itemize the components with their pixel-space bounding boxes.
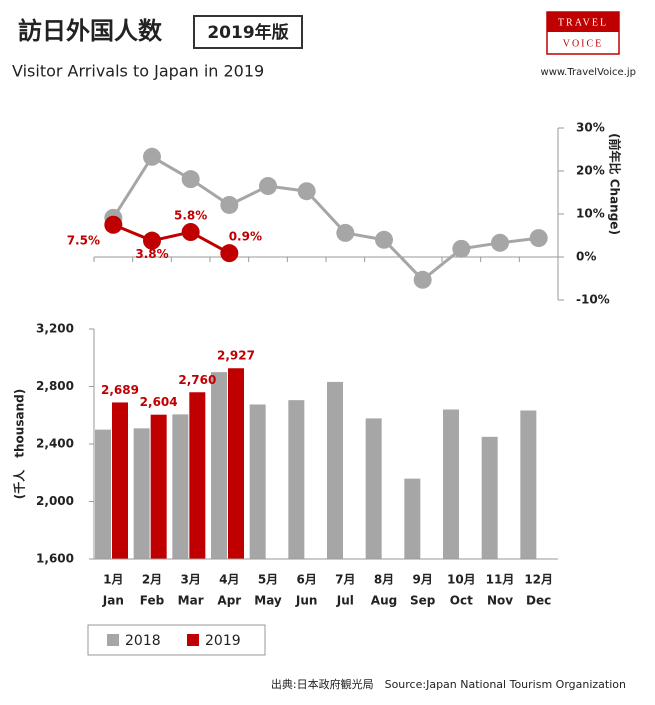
line: [112, 223, 231, 255]
bar: [112, 402, 128, 559]
point: [181, 170, 200, 189]
badge: 2019年版: [207, 22, 288, 43]
data-label: 0.9%: [229, 230, 262, 244]
point: [220, 195, 239, 214]
x-tick-label: Jan: [102, 594, 124, 608]
legend-label: 2019: [205, 633, 241, 649]
x-tick-label: 1月: [103, 573, 123, 587]
bar: [481, 436, 498, 559]
title: 訪日外国人数: [18, 17, 163, 45]
point: [297, 182, 316, 201]
y-tick-label: 10%: [576, 207, 605, 221]
logo-top: TRAVEL: [558, 17, 608, 28]
point: [452, 239, 471, 258]
y-tick-label: 2,400: [36, 437, 74, 451]
x-tick-label: 4月: [219, 573, 239, 587]
bar: [228, 368, 244, 559]
y-axis-label: (千人 thousand): [12, 389, 27, 499]
x-tick-label: Jul: [336, 594, 354, 608]
x-tick-label: 9月: [412, 573, 432, 587]
x-tick-label: 7月: [335, 573, 355, 587]
x-tick-label: Feb: [140, 594, 165, 608]
x-tick-label: 10月: [447, 573, 476, 587]
data-label: 2,927: [217, 349, 255, 363]
bar: [211, 372, 227, 559]
y-tick-label: 30%: [576, 121, 605, 135]
x-tick-label: Aug: [371, 594, 397, 608]
source: 出典:日本政府観光局 Source:Japan National Tourism…: [271, 677, 626, 691]
bar: [133, 428, 150, 559]
bar: [189, 392, 206, 559]
x-tick-label: Oct: [450, 594, 473, 608]
subtitle: Visitor Arrivals to Japan in 2019: [12, 62, 264, 81]
point: [491, 233, 509, 252]
x-tick-label: 2月: [142, 573, 162, 587]
y-tick-label: 2,000: [36, 494, 74, 508]
point: [336, 223, 355, 242]
legend-swatch: [187, 634, 199, 646]
x-tick-label: May: [254, 594, 282, 608]
bar: [365, 418, 382, 559]
point: [220, 244, 239, 263]
x-tick-label: Sep: [410, 594, 436, 608]
y-tick-label: 1,600: [36, 552, 74, 566]
y-tick-label: 2,800: [36, 379, 74, 393]
point: [375, 230, 393, 249]
y-axis-label: (前年比 Change): [608, 133, 623, 235]
x-tick-label: 6月: [296, 573, 316, 587]
data-label: 2,604: [140, 395, 178, 409]
badge-box: [193, 15, 303, 49]
y-tick-label: 20%: [576, 164, 605, 178]
point: [413, 270, 432, 289]
x-tick-label: 11月: [486, 573, 515, 587]
bar: [443, 409, 459, 559]
url: www.TravelVoice.jp: [541, 67, 636, 78]
x-tick-label: Jun: [295, 594, 318, 608]
point: [259, 177, 277, 196]
logo-band: [547, 12, 619, 32]
x-tick-label: Mar: [178, 594, 204, 608]
data-label: 2,760: [178, 373, 216, 387]
data-label: 7.5%: [67, 233, 100, 247]
x-tick-label: 8月: [374, 573, 394, 587]
bar: [288, 400, 305, 559]
bar: [172, 414, 189, 559]
x-tick-label: Nov: [487, 594, 513, 608]
x-tick-label: 3月: [180, 573, 200, 587]
x-tick-label: Apr: [217, 594, 241, 608]
data-label: 3.8%: [135, 247, 168, 261]
bar: [249, 404, 266, 559]
point: [104, 215, 123, 234]
x-tick-label: 5月: [258, 573, 278, 587]
bar: [520, 410, 537, 559]
point: [143, 231, 161, 250]
bar: [327, 381, 343, 559]
y-tick-label: -10%: [576, 293, 610, 307]
bar: [404, 478, 421, 559]
data-label: 2,689: [101, 383, 139, 397]
point: [143, 147, 161, 166]
point: [181, 223, 200, 242]
x-tick-label: Dec: [526, 594, 551, 608]
point: [529, 229, 548, 248]
data-label: 5.8%: [174, 209, 207, 223]
legend-label: 2018: [125, 633, 161, 649]
legend-swatch: [107, 634, 119, 646]
x-tick-label: 12月: [524, 573, 553, 587]
logo-bottom: VOICE: [563, 38, 604, 49]
y-tick-label: 3,200: [36, 322, 74, 336]
y-tick-label: 0%: [576, 250, 596, 264]
bar: [150, 414, 167, 559]
bar: [95, 429, 111, 559]
